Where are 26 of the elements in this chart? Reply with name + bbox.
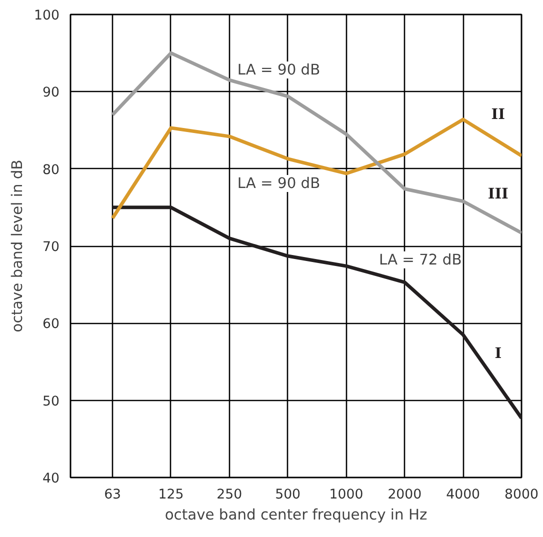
y-tick-label: 80	[42, 162, 60, 178]
x-tick-label: 500	[275, 488, 301, 502]
y-tick-label: 100	[34, 8, 60, 24]
x-tick-label: 1000	[329, 488, 364, 502]
x-tick-label: 125	[158, 488, 184, 502]
x-tick-label: 2000	[388, 488, 422, 502]
line-series	[110, 118, 522, 220]
series-label: I	[494, 344, 502, 362]
x-tick-label: 250	[216, 488, 242, 502]
y-tick-label: 70	[42, 240, 60, 255]
annotation: LA = 90 dB	[237, 62, 320, 79]
x-axis-title: octave band center frequency in Hz	[164, 506, 428, 524]
y-axis-title: octave band level in dB	[9, 160, 26, 332]
line-series	[110, 51, 522, 235]
x-tick-label: 8000	[504, 488, 538, 502]
y-tick-label: 40	[42, 472, 60, 486]
x-tick-label: 4000	[446, 488, 480, 502]
series-label: III	[488, 185, 509, 202]
line-series	[110, 206, 522, 420]
annotation: LA = 90 dB	[237, 174, 320, 192]
y-tick-label: 50	[42, 394, 60, 410]
x-tick-label: 63	[104, 488, 122, 502]
y-tick-label: 90	[42, 86, 60, 101]
series-label: II	[491, 106, 506, 123]
y-tick-label: 60	[42, 317, 60, 332]
annotation: LA = 72 dB	[378, 251, 462, 268]
